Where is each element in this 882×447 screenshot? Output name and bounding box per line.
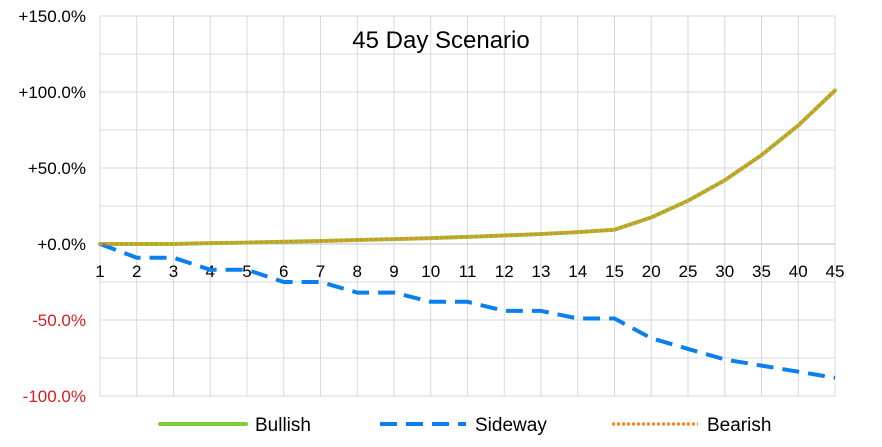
series-line-sideway [99, 242, 836, 380]
x-tick-label: 11 [459, 262, 477, 281]
x-tick-label: 20 [642, 262, 661, 281]
y-tick-label: -50.0% [32, 311, 86, 330]
x-tick-label: 2 [132, 262, 141, 281]
x-tick-label: 45 [826, 262, 845, 281]
x-tick-label: 40 [789, 262, 808, 281]
legend: Bullish Sideway Bearish [158, 415, 771, 436]
x-tick-label: 9 [389, 262, 398, 281]
series-lines [98, 88, 837, 380]
x-tick-label: 8 [353, 262, 362, 281]
legend-label-bearish: Bearish [707, 415, 771, 436]
gridlines [99, 15, 836, 397]
legend-label-sideway: Sideway [475, 415, 547, 436]
x-tick-label: 35 [752, 262, 771, 281]
x-axis: 1 2 3 4 5 6 7 8 9 10 11 12 13 14 15 20 25 30 35 40 45 [95, 243, 845, 281]
x-tick-label: 14 [568, 262, 587, 281]
x-tick-label: 5 [242, 262, 251, 281]
y-tick-label: +50.0% [28, 159, 86, 178]
y-tick-label: +100.0% [18, 83, 86, 102]
x-tick-label: 1 [95, 262, 104, 281]
x-tick-label: 15 [605, 262, 624, 281]
x-tick-label: 13 [532, 262, 551, 281]
x-tick-label: 7 [316, 262, 325, 281]
x-tick-label: 10 [421, 262, 440, 281]
series-line-bearish [100, 89, 837, 246]
x-tick-label: 6 [279, 262, 288, 281]
x-tick-label: 30 [715, 262, 734, 281]
x-tick-label: 12 [495, 262, 514, 281]
legend-label-bullish: Bullish [255, 415, 311, 436]
y-axis-ticks: +150.0% +100.0% +50.0% +0.0% -50.0% -100.0% [18, 7, 86, 406]
y-tick-label: +150.0% [18, 7, 86, 26]
x-tick-label: 3 [169, 262, 178, 281]
chart-title: 45 Day Scenario [352, 27, 529, 54]
x-tick-label: 25 [679, 262, 698, 281]
y-tick-label: -100.0% [23, 387, 86, 406]
y-tick-label: +0.0% [37, 235, 86, 254]
